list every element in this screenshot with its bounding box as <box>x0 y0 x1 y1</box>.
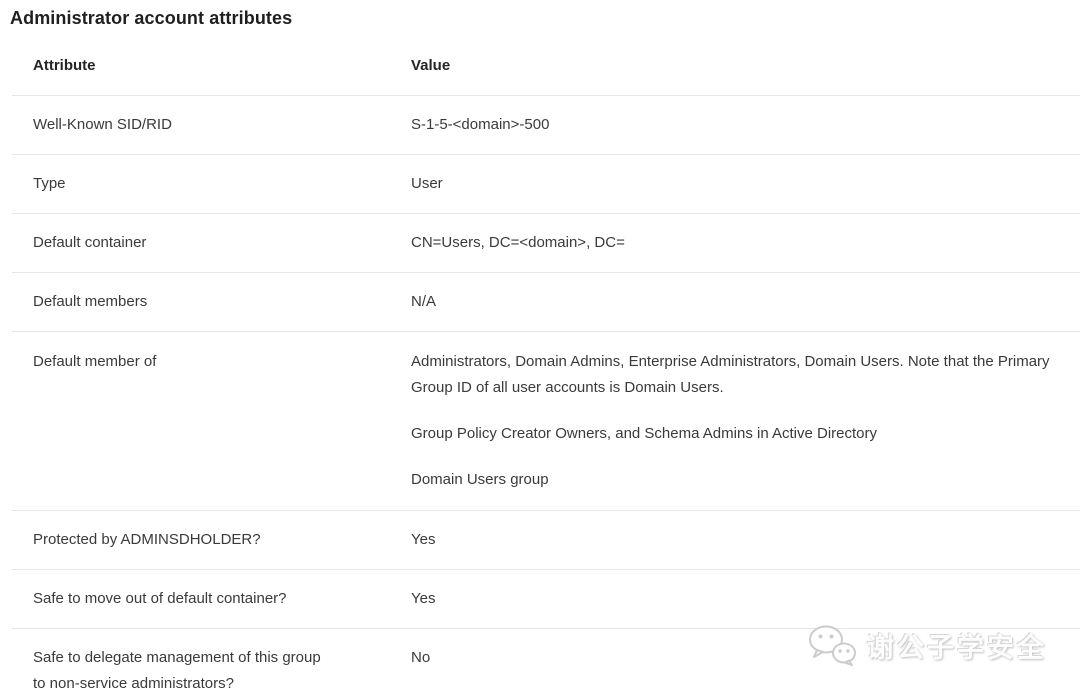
attribute-cell: Default member of <box>33 353 157 370</box>
value-cell: Administrators, Domain Admins, Enterpris… <box>390 332 1080 510</box>
value-cell: User <box>411 175 443 192</box>
page-title: Administrator account attributes <box>10 8 293 28</box>
value-cell: Yes <box>411 531 436 548</box>
attribute-cell: Safe to delegate management of this grou… <box>33 649 321 691</box>
table-row: Safe to delegate management of this grou… <box>12 629 1080 691</box>
column-header-value: Value <box>411 57 451 74</box>
value-cell: N/A <box>411 293 437 310</box>
table-row: Type User <box>12 155 1080 214</box>
value-cell: S-1-5-<domain>-500 <box>411 116 550 133</box>
table-row: Protected by ADMINSDHOLDER? Yes <box>12 511 1080 570</box>
table-row: Safe to move out of default container? Y… <box>12 570 1080 629</box>
value-paragraph: Administrators, Domain Admins, Enterpris… <box>411 353 1050 396</box>
value-cell: CN=Users, DC=<domain>, DC= <box>411 234 625 251</box>
value-cell: Yes <box>411 590 436 607</box>
table-row: Default container CN=Users, DC=<domain>,… <box>12 214 1080 273</box>
attribute-cell: Type <box>33 175 66 192</box>
value-paragraph: Domain Users group <box>411 471 549 488</box>
attributes-table: Attribute Value Well-Known SID/RID S-1-5… <box>12 39 1080 691</box>
attribute-cell: Protected by ADMINSDHOLDER? <box>33 531 261 548</box>
attribute-cell: Default container <box>33 234 147 251</box>
table-row: Default members N/A <box>12 273 1080 332</box>
attribute-cell: Well-Known SID/RID <box>33 116 172 133</box>
table-row: Well-Known SID/RID S-1-5-<domain>-500 <box>12 96 1080 155</box>
value-paragraph: Group Policy Creator Owners, and Schema … <box>411 425 878 442</box>
table-row: Default member of Administrators, Domain… <box>12 332 1080 511</box>
column-header-attribute: Attribute <box>33 57 96 74</box>
table-header-row: Attribute Value <box>12 39 1080 96</box>
value-cell: No <box>411 649 431 666</box>
attribute-cell: Safe to move out of default container? <box>33 590 287 607</box>
attribute-cell: Default members <box>33 293 148 310</box>
